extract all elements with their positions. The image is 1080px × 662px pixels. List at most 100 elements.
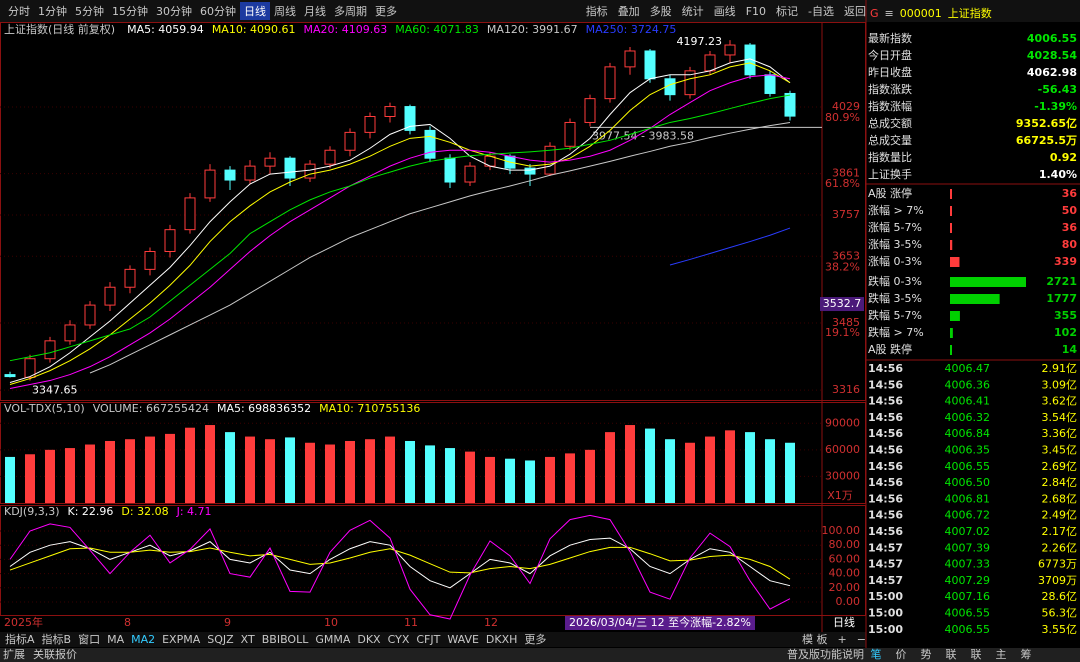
candle-body xyxy=(464,165,476,183)
indicator-tab[interactable]: XT xyxy=(241,633,255,646)
candle-body xyxy=(24,358,36,378)
breadth-label: 涨幅 5-7% xyxy=(868,221,922,234)
tick-volume: 3.54亿 xyxy=(1042,411,1078,424)
toolbar-button[interactable]: 画线 xyxy=(714,4,736,18)
indicator-tab[interactable]: DKXH xyxy=(486,633,518,646)
volume-bar xyxy=(465,451,475,503)
toolbar-button[interactable]: F10 xyxy=(746,5,766,18)
tab-bar xyxy=(0,632,866,647)
status-tab[interactable]: 价 xyxy=(896,648,907,661)
toolbar-button[interactable]: 周线 xyxy=(274,4,296,18)
toolbar-button[interactable]: 叠加 xyxy=(618,5,640,18)
toolbar-button[interactable]: 标记 xyxy=(776,4,798,18)
toolbar-button[interactable]: 更多 xyxy=(375,4,397,18)
tick-time: 14:57 xyxy=(868,558,903,571)
tab-control[interactable]: + xyxy=(838,633,847,646)
toolbar-button[interactable]: 统计 xyxy=(682,5,704,18)
toolbar-button[interactable]: 多股 xyxy=(650,4,672,18)
volume-bar xyxy=(305,442,315,503)
indicator-tab[interactable]: SQJZ xyxy=(207,633,234,646)
volume-bar xyxy=(385,436,395,503)
tab-control[interactable]: 模 板 xyxy=(802,632,828,646)
x-tick-label: 2025年 xyxy=(4,615,43,629)
legend-entry: K: 22.96 xyxy=(68,505,114,518)
quote-value: 0.92 xyxy=(1050,151,1077,164)
tick-price: 4007.33 xyxy=(945,558,991,571)
volume-bar xyxy=(785,442,795,503)
status-tab[interactable]: 主 xyxy=(996,648,1007,661)
indicator-tab[interactable]: 更多 xyxy=(524,632,546,646)
indicator-tab[interactable]: CFJT xyxy=(416,633,440,646)
toolbar-button[interactable]: 指标 xyxy=(586,4,608,18)
toolbar-button[interactable]: 15分钟 xyxy=(112,4,148,18)
volume-header: VOLUME: 667255424 xyxy=(93,402,209,415)
indicator-tab[interactable]: BBIBOLL xyxy=(262,633,309,646)
kdj-title: KDJ(9,3,3) xyxy=(4,505,60,518)
tick-price: 4006.72 xyxy=(945,509,991,522)
toolbar-button[interactable]: 多周期 xyxy=(334,4,367,18)
indicator-tab[interactable]: 窗口 xyxy=(78,632,100,646)
breadth-count: 102 xyxy=(1054,326,1077,339)
toolbar-button[interactable]: 60分钟 xyxy=(200,4,236,18)
breadth-bar xyxy=(950,189,952,199)
toolbar-button[interactable]: -自选 xyxy=(808,5,834,18)
status-item[interactable]: 关联报价 xyxy=(33,647,77,661)
panel-title: 上证指数 xyxy=(948,6,992,20)
toolbar-button[interactable]: 返回 xyxy=(844,5,866,18)
status-tab[interactable]: 笔 xyxy=(871,647,882,661)
status-tab[interactable]: 联 xyxy=(946,648,957,661)
indicator-tab[interactable]: MA xyxy=(107,633,124,646)
volume-bar xyxy=(105,440,115,503)
indicator-tab[interactable]: EXPMA xyxy=(162,633,201,646)
tick-price: 4006.35 xyxy=(945,444,991,457)
x-tick-label: 9 xyxy=(224,616,231,629)
volume-bar xyxy=(185,427,195,503)
volume-bar xyxy=(125,439,135,503)
x-tick-label: 8 xyxy=(124,616,131,629)
toolbar-button[interactable]: 5分钟 xyxy=(75,4,104,18)
indicator-tab[interactable]: WAVE xyxy=(447,633,479,646)
volume-header: MA5: 698836352 xyxy=(217,402,311,415)
toolbar-button[interactable]: 分时 xyxy=(8,5,30,18)
breadth-bar xyxy=(950,294,1000,304)
candle-body xyxy=(4,374,16,378)
y-tick-label: 4029 xyxy=(832,100,860,113)
tick-time: 14:56 xyxy=(868,427,903,440)
status-center[interactable]: 普及版功能说明 xyxy=(787,647,864,661)
candle-body xyxy=(644,50,656,80)
status-tab[interactable]: 联 xyxy=(971,648,982,661)
tick-time: 14:56 xyxy=(868,509,903,522)
volume-bar xyxy=(65,448,75,503)
tick-time: 15:00 xyxy=(868,623,903,636)
panel-title: G xyxy=(870,7,879,20)
candle-body xyxy=(404,106,416,131)
low-label: 3347.65 xyxy=(32,384,78,397)
legend-entry: J: 4.71 xyxy=(176,505,212,518)
toolbar-button[interactable]: 日线 xyxy=(244,4,266,18)
candle-body xyxy=(284,157,296,179)
volume-bar xyxy=(25,454,35,503)
indicator-tab[interactable]: MA2 xyxy=(131,633,155,646)
period-name: 日线 xyxy=(833,615,855,629)
tick-volume: 3.55亿 xyxy=(1042,623,1078,636)
toolbar-button[interactable]: 月线 xyxy=(304,4,326,18)
tab-control[interactable]: − xyxy=(857,633,866,646)
indicator-tab[interactable]: GMMA xyxy=(315,633,351,646)
toolbar-button[interactable]: 1分钟 xyxy=(38,4,67,18)
status-tab[interactable]: 势 xyxy=(921,648,932,661)
toolbar-button[interactable]: 30分钟 xyxy=(156,4,192,18)
candle-body xyxy=(204,169,216,199)
indicator-tab[interactable]: CYX xyxy=(388,633,410,646)
breadth-label: 涨幅 3-5% xyxy=(868,238,922,251)
indicator-tab[interactable]: 指标A xyxy=(5,632,35,646)
candle-body xyxy=(444,157,456,183)
tick-time: 14:57 xyxy=(868,574,903,587)
indicator-tab[interactable]: DKX xyxy=(357,633,381,646)
legend-entry: MA60: 4071.83 xyxy=(395,23,479,36)
status-tab[interactable]: 筹 xyxy=(1021,647,1032,661)
panel-title: 000001 xyxy=(900,7,942,20)
indicator-tab[interactable]: 指标B xyxy=(42,632,72,646)
status-item[interactable]: 扩展 xyxy=(3,647,25,661)
tick-price: 4007.02 xyxy=(945,525,991,538)
tick-volume: 3.36亿 xyxy=(1042,427,1078,440)
